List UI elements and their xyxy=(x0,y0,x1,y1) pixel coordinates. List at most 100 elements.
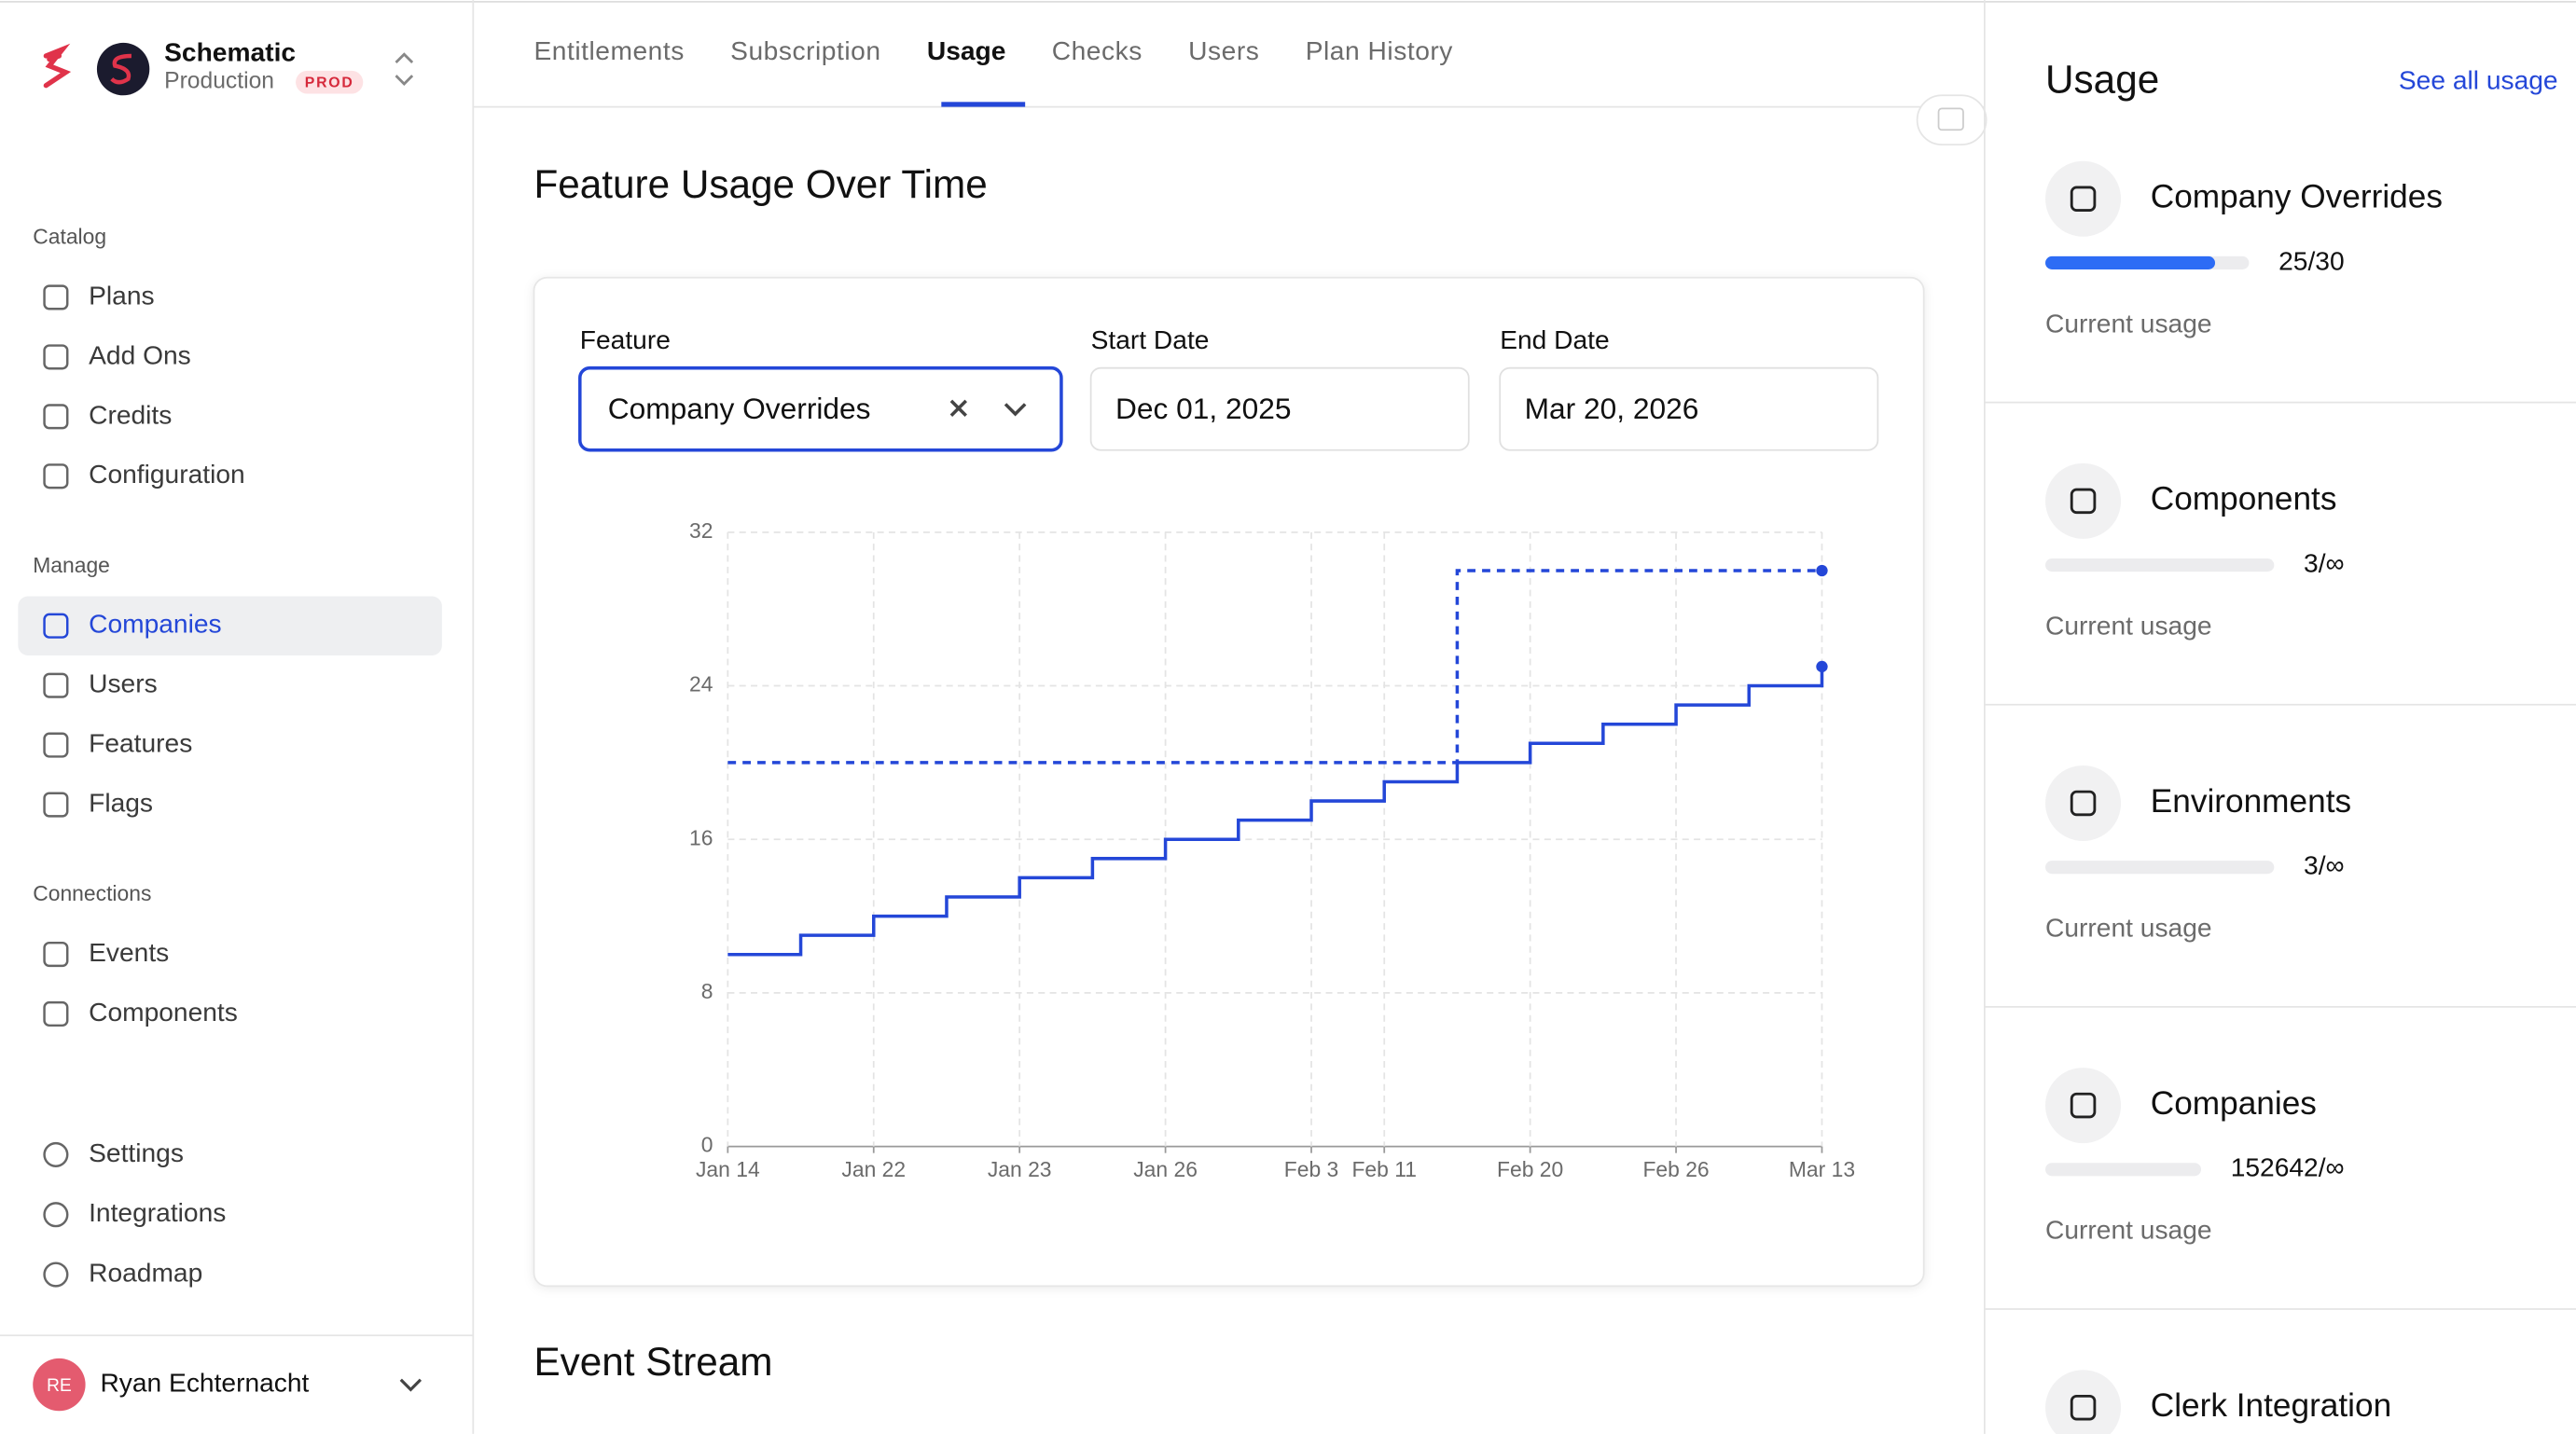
nav-icon xyxy=(43,1262,69,1288)
usage-label: 25/30 xyxy=(2278,245,2345,275)
y-tick-label: 8 xyxy=(701,979,713,1003)
nav-active-bg xyxy=(18,596,442,655)
nav-icon xyxy=(43,1141,69,1167)
y-tick-label: 0 xyxy=(701,1133,713,1157)
panel-toggle[interactable] xyxy=(1916,94,1987,146)
tab[interactable]: Plan History xyxy=(1306,35,1454,65)
user-menu[interactable] xyxy=(399,1378,422,1392)
tab[interactable]: Entitlements xyxy=(533,35,684,65)
x-tick-label: Feb 26 xyxy=(1642,1157,1709,1181)
nav-item[interactable]: Add Ons xyxy=(89,339,191,369)
feature-dropdown[interactable] xyxy=(1004,403,1027,417)
nav-item[interactable]: Companies xyxy=(89,609,221,639)
usage-bar-track xyxy=(2045,558,2275,572)
nav-icon xyxy=(43,732,69,758)
org-name: Schematic xyxy=(164,37,296,67)
nav-item[interactable]: Events xyxy=(89,937,169,967)
badge-bg xyxy=(296,70,364,94)
nav-item[interactable]: Credits xyxy=(89,399,172,429)
main-title: Feature Usage Over Time xyxy=(533,162,987,206)
user-name[interactable]: Ryan Echternacht xyxy=(100,1367,309,1397)
end-marker xyxy=(1816,564,1828,577)
series-line xyxy=(727,666,1824,957)
tab[interactable]: Subscription xyxy=(730,35,880,65)
x-tick-label: Feb 20 xyxy=(1497,1157,1563,1181)
usage-icon xyxy=(2070,1092,2097,1119)
x-tick-label: Mar 13 xyxy=(1789,1157,1855,1181)
y-tick-label: 32 xyxy=(689,518,713,543)
usage-name: Environments xyxy=(2151,783,2351,820)
nav-icon xyxy=(43,941,69,968)
series-line xyxy=(727,569,1822,765)
panel-toggle-icon xyxy=(1937,107,1964,131)
nav-icon xyxy=(43,613,69,639)
usage-label: 152642/∞ xyxy=(2231,1152,2345,1182)
nav-item[interactable]: Components xyxy=(89,997,238,1027)
nav-item[interactable]: Roadmap xyxy=(89,1257,202,1287)
nav-icon xyxy=(43,1000,69,1027)
nav-icon xyxy=(43,344,69,370)
tab[interactable]: Checks xyxy=(1052,35,1143,65)
nav-item[interactable]: Flags xyxy=(89,788,153,818)
usage-name: Companies xyxy=(2151,1085,2317,1122)
start-date-input[interactable] xyxy=(1089,366,1470,451)
usage-caption: Current usage xyxy=(2045,1215,2212,1245)
user-avatar[interactable] xyxy=(33,1358,86,1412)
nav-section-title: Manage xyxy=(33,553,110,577)
nav-item[interactable]: Settings xyxy=(89,1138,184,1167)
nav-item[interactable]: Plans xyxy=(89,280,154,310)
nav-icon xyxy=(43,463,69,489)
nav-icon xyxy=(43,792,69,818)
usage-icon-bg xyxy=(2045,765,2122,841)
end-date-input[interactable] xyxy=(1499,366,1879,451)
event-stream-title: Event Stream xyxy=(533,1340,772,1384)
feature-value: Company Overrides xyxy=(608,392,871,425)
nav-item[interactable]: Integrations xyxy=(89,1197,226,1227)
usage-title: Usage xyxy=(2045,57,2159,101)
usage-bar-fill xyxy=(2045,255,2216,269)
usage-label: 3/∞ xyxy=(2304,548,2345,578)
start-value: Dec 01, 2025 xyxy=(1115,392,1292,425)
clear-feature[interactable] xyxy=(949,399,967,418)
x-tick-label: Jan 26 xyxy=(1133,1157,1198,1181)
end-marker xyxy=(1816,660,1828,673)
x-tick-label: Jan 22 xyxy=(841,1157,906,1181)
see-all-usage[interactable]: See all usage xyxy=(2399,65,2558,95)
usage-icon xyxy=(2070,790,2097,817)
usage-name: Components xyxy=(2151,481,2337,517)
badge: PROD xyxy=(305,75,354,90)
nav-item[interactable]: Features xyxy=(89,728,192,758)
usage-name: Company Overrides xyxy=(2151,179,2443,215)
usage-icon-bg xyxy=(2045,1370,2122,1434)
active-tab-underline xyxy=(941,102,1026,107)
x-tick-label: Feb 3 xyxy=(1284,1157,1339,1181)
tab[interactable]: Users xyxy=(1188,35,1259,65)
start-label: Start Date xyxy=(1091,324,1210,354)
usage-icon-bg xyxy=(2045,160,2122,237)
tab[interactable]: Usage xyxy=(927,35,1006,65)
nav-item[interactable]: Configuration xyxy=(89,459,245,489)
user-initials: RE xyxy=(47,1375,72,1396)
end-value: Mar 20, 2026 xyxy=(1525,392,1699,425)
org-switcher[interactable] xyxy=(395,52,414,86)
usage-bar-track xyxy=(2045,1163,2202,1177)
logo xyxy=(43,43,72,89)
usage-icon-bg xyxy=(2045,1068,2122,1144)
end-label: End Date xyxy=(1500,324,1609,354)
nav-item[interactable]: Users xyxy=(89,669,158,698)
x-tick-label: Feb 11 xyxy=(1351,1157,1417,1181)
nav-icon xyxy=(43,284,69,310)
chart-card xyxy=(533,276,1925,1288)
nav-section-title: Catalog xyxy=(33,225,106,249)
usage-icon xyxy=(2070,488,2097,515)
org-avatar-logo xyxy=(110,53,132,85)
usage-icon-bg xyxy=(2045,462,2122,539)
nav-section-title: Connections xyxy=(33,881,151,905)
usage-bar-track xyxy=(2045,861,2275,875)
nav-icon xyxy=(43,404,69,430)
usage-name: Clerk Integration xyxy=(2151,1387,2391,1424)
y-tick-label: 24 xyxy=(689,672,713,696)
usage-caption: Current usage xyxy=(2045,913,2212,943)
feature-select[interactable] xyxy=(578,365,1063,452)
x-tick-label: Jan 23 xyxy=(988,1157,1052,1181)
